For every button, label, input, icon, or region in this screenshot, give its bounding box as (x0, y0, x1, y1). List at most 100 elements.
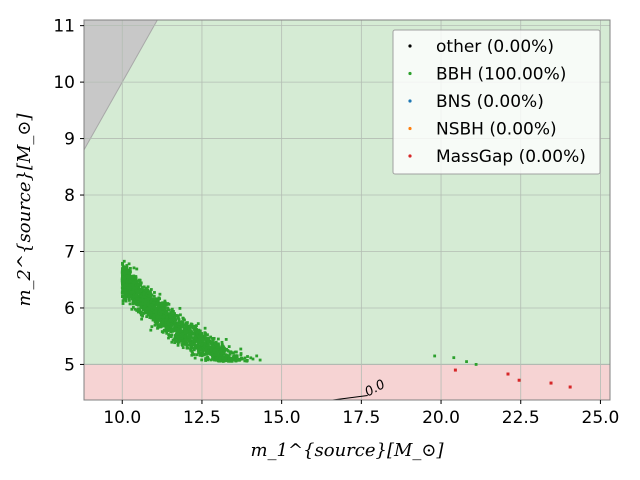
bbh-point (127, 262, 131, 266)
bbh-point (145, 308, 149, 312)
bbh-point (123, 272, 126, 276)
bbh-point (176, 322, 179, 326)
bbh-point (152, 314, 156, 317)
bbh-point (183, 335, 187, 338)
bbh-point (141, 293, 145, 297)
bbh-point (165, 311, 169, 315)
bbh-point (226, 349, 230, 353)
bbh-point (129, 290, 133, 294)
bbh-point (186, 331, 190, 335)
bbh-point (155, 298, 159, 302)
bbh-point (185, 341, 189, 345)
bbh-point (160, 305, 164, 309)
bbh-point (211, 338, 215, 342)
bbh-point (217, 342, 220, 346)
bbh-point (154, 311, 158, 315)
bbh-point (181, 346, 185, 350)
massgap-point (506, 372, 510, 376)
legend-label: BNS (0.00%) (436, 92, 544, 112)
massgap-point (453, 368, 457, 372)
bbh-point (209, 340, 213, 344)
bbh-point (152, 301, 156, 305)
bbh-point (137, 294, 140, 298)
bbh-point (203, 333, 207, 337)
bbh-point (209, 348, 213, 352)
bbh-point (139, 281, 143, 285)
bbh-point (131, 300, 135, 303)
bbh-point (211, 357, 215, 361)
bbh-point (180, 325, 184, 329)
bbh-point (212, 348, 216, 352)
bbh-point (154, 313, 157, 316)
y-tick-label: 5 (64, 355, 75, 375)
bbh-point (153, 291, 156, 294)
bbh-point (213, 353, 217, 357)
bbh-point (163, 322, 167, 326)
bbh-point (213, 358, 216, 362)
bbh-point (163, 306, 167, 310)
bbh-point (124, 296, 127, 300)
bbh-point (122, 283, 126, 287)
bbh-point (172, 318, 175, 321)
bbh-point (165, 315, 169, 319)
bbh-point (234, 354, 237, 358)
bbh-point (123, 294, 127, 298)
bbh-point (191, 351, 194, 355)
bbh-point (132, 266, 136, 270)
bbh-point (166, 302, 170, 305)
bbh-point (180, 334, 184, 338)
bbh-point (207, 339, 211, 343)
bbh-point (159, 304, 163, 308)
bbh-point (121, 299, 125, 303)
bbh-point (206, 340, 210, 344)
bbh-point (183, 343, 187, 346)
bbh-point (145, 315, 149, 319)
bbh-point (169, 335, 173, 339)
bbh-point (168, 318, 172, 322)
x-tick-label: 12.5 (183, 408, 221, 428)
bbh-point (169, 311, 173, 314)
bbh-point (226, 359, 230, 363)
bbh-point (204, 338, 208, 342)
bbh-point (186, 338, 190, 342)
bbh-point (164, 318, 168, 322)
massgap-region (84, 364, 610, 400)
legend-label: other (0.00%) (436, 37, 554, 57)
bbh-point (185, 329, 189, 333)
bbh-point (176, 332, 180, 336)
bbh-point (208, 345, 212, 349)
bbh-point (129, 270, 132, 274)
bbh-point (141, 302, 145, 306)
bbh-point (201, 351, 205, 355)
bbh-point (186, 321, 189, 324)
bbh-point (196, 339, 200, 343)
bbh-point (207, 349, 210, 353)
bbh-point (173, 325, 176, 329)
bbh-point (124, 298, 128, 302)
y-tick-label: 10 (53, 73, 75, 93)
bbh-point (174, 335, 178, 339)
bbh-point (234, 356, 238, 360)
bbh-point (157, 312, 161, 316)
bbh-point (136, 290, 140, 293)
y-tick-label: 8 (64, 186, 75, 206)
bbh-point (162, 314, 166, 318)
bbh-point (125, 283, 129, 287)
bbh-point (198, 351, 202, 355)
legend-marker (408, 44, 412, 48)
massgap-point (568, 385, 572, 389)
bbh-point (152, 294, 156, 298)
bbh-point (149, 290, 152, 293)
bbh-point (150, 325, 154, 329)
bbh-point (167, 322, 171, 326)
bbh-point (200, 337, 204, 341)
bbh-point (184, 333, 188, 336)
bbh-point (178, 339, 182, 343)
bbh-point (157, 296, 161, 300)
bbh-point (224, 359, 228, 363)
bbh-point (149, 328, 153, 332)
bbh-point (130, 277, 134, 281)
bbh-point (139, 288, 143, 292)
bbh-point (177, 325, 181, 328)
bbh-point (212, 350, 216, 354)
